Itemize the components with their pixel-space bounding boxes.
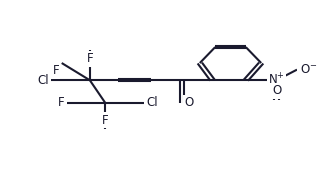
Text: Cl: Cl [146,96,158,109]
Text: Cl: Cl [37,74,49,87]
Text: O: O [184,96,194,109]
Text: O$^{-}$: O$^{-}$ [300,63,317,76]
Text: N$^{+}$: N$^{+}$ [268,73,285,88]
Text: F: F [58,96,64,109]
Text: O: O [272,84,281,98]
Text: F: F [102,114,109,127]
Text: F: F [86,52,93,65]
Text: F: F [52,64,59,77]
